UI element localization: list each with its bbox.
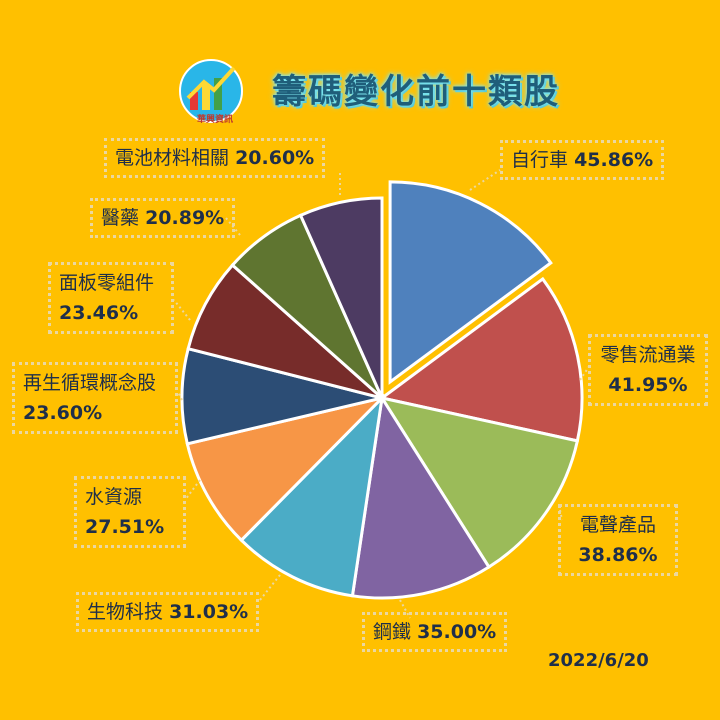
data-label-bicycle: 自行車 45.86% — [500, 140, 665, 180]
leader-line-recycling — [177, 391, 183, 401]
data-label-battery: 電池材料相關 20.60% — [104, 138, 326, 178]
pie-slice-battery — [298, 196, 384, 399]
label-value: 20.60% — [235, 147, 315, 169]
logo — [176, 58, 246, 124]
logo-caption: 華興資訊 — [196, 115, 233, 125]
pie-slice-acoustic — [378, 395, 580, 570]
label-value: 27.51% — [85, 516, 165, 538]
pie-slice-steel — [350, 393, 491, 600]
leader-line-panel — [173, 299, 191, 321]
label-name: 自行車 — [511, 149, 569, 171]
label-name: 鋼鐵 — [373, 621, 412, 643]
label-name: 醫藥 — [101, 207, 140, 229]
pie-slice-panel — [186, 263, 383, 400]
label-name: 面板零組件 — [59, 272, 155, 294]
data-label-steel: 鋼鐵 35.00% — [362, 612, 508, 652]
label-value: 23.46% — [59, 302, 139, 324]
label-value: 35.00% — [417, 621, 497, 643]
leader-line-steel — [399, 599, 411, 619]
label-name: 水資源 — [85, 486, 143, 508]
pie-slice-bicycle — [388, 180, 553, 385]
data-label-recycling: 再生循環概念股 23.60% — [12, 362, 178, 434]
leader-line-bicycle — [469, 169, 501, 191]
data-label-biotech: 生物科技 31.03% — [76, 592, 260, 632]
pie-slice-retail — [378, 276, 584, 443]
leader-line-biotech — [259, 574, 281, 601]
label-value: 23.60% — [23, 402, 103, 424]
label-value: 20.89% — [145, 207, 225, 229]
label-name: 生物科技 — [87, 601, 164, 623]
chart-title: 籌碼變化前十類股 — [272, 72, 560, 112]
label-value: 45.86% — [574, 149, 654, 171]
label-value: 38.86% — [578, 544, 658, 566]
data-label-retail: 零售流通業 41.95% — [588, 334, 708, 406]
label-name: 電池材料相關 — [115, 147, 230, 169]
leader-line-water — [184, 479, 201, 501]
pie-slice-biotech — [239, 393, 385, 598]
label-name: 再生循環概念股 — [23, 372, 157, 394]
label-value: 31.03% — [169, 601, 249, 623]
pie-slice-recycling — [180, 346, 383, 446]
date-stamp: 2022/6/20 — [548, 650, 649, 671]
label-value: 41.95% — [608, 374, 688, 396]
label-name: 電聲產品 — [579, 514, 656, 536]
label-name: 零售流通業 — [600, 344, 696, 366]
data-label-water: 水資源 27.51% — [74, 476, 186, 548]
data-label-acoustic: 電聲產品 38.86% — [558, 504, 678, 576]
data-label-panel: 面板零組件 23.46% — [48, 262, 174, 334]
data-label-pharma: 醫藥 20.89% — [90, 198, 236, 238]
